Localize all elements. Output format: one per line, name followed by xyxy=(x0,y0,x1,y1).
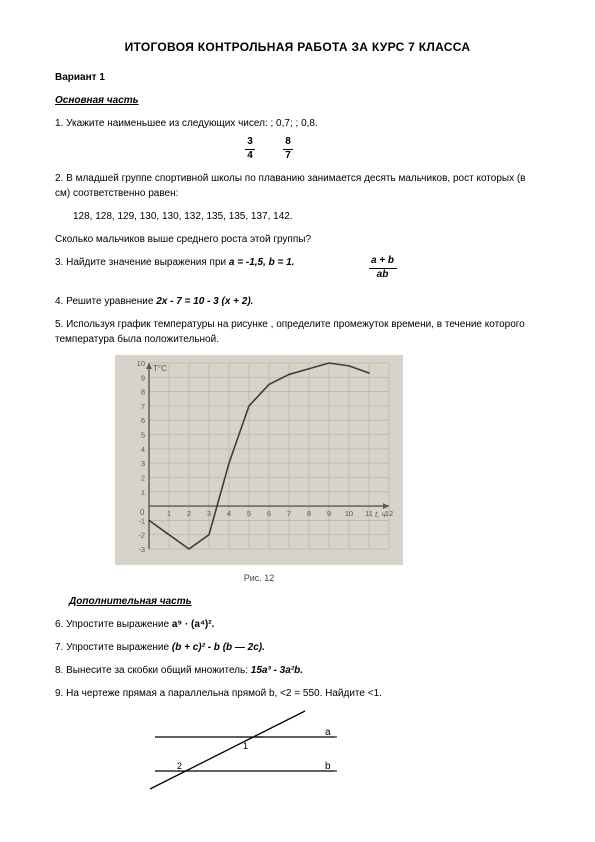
q8: 8. Вынесите за скобки общий множитель: 1… xyxy=(55,663,540,678)
temperature-chart: T°Ct, ч0-3-2-112345678910123456789101112… xyxy=(115,355,403,586)
svg-text:2: 2 xyxy=(187,509,191,518)
svg-text:b: b xyxy=(325,761,331,772)
q9: 9. На чертеже прямая a параллельна прямо… xyxy=(55,686,540,701)
q7: 7. Упростите выражение (b + c)² - b (b —… xyxy=(55,640,540,655)
q3-cond-a: a = -1,5, xyxy=(229,257,269,268)
frac-3-4: 3 4 xyxy=(245,137,255,161)
frac-den: ab xyxy=(377,270,389,281)
svg-text:5: 5 xyxy=(141,431,145,440)
svg-text:a: a xyxy=(325,727,331,738)
q2-data: 128, 128, 129, 130, 130, 132, 135, 135, … xyxy=(55,209,540,224)
section-main: Основная часть xyxy=(55,93,540,108)
svg-text:1: 1 xyxy=(243,741,248,751)
section-extra: Дополнительная часть xyxy=(69,594,540,609)
svg-text:6: 6 xyxy=(267,509,271,518)
q5: 5. Используя график температуры на рисун… xyxy=(55,317,540,347)
svg-text:6: 6 xyxy=(141,416,145,425)
svg-text:2: 2 xyxy=(141,473,145,482)
svg-text:10: 10 xyxy=(345,509,353,518)
q4-eq: 2x - 7 = 10 - 3 (x + 2). xyxy=(156,296,253,307)
svg-text:9: 9 xyxy=(141,373,145,382)
frac-num: 3 xyxy=(247,137,253,148)
frac-8-7: 8 7 xyxy=(283,137,293,161)
q6: 6. Упростите выражение a⁹ · (a⁴)². xyxy=(55,617,540,632)
q2-line2: Сколько мальчиков выше среднего роста эт… xyxy=(55,232,540,247)
svg-text:11: 11 xyxy=(365,509,373,518)
svg-text:12: 12 xyxy=(385,509,393,518)
svg-text:T°C: T°C xyxy=(153,364,167,373)
chart-caption: Рис. 12 xyxy=(115,572,403,586)
variant-label: Вариант 1 xyxy=(55,70,540,85)
svg-text:-3: -3 xyxy=(138,545,145,554)
svg-text:7: 7 xyxy=(287,509,291,518)
svg-text:-2: -2 xyxy=(138,531,145,540)
svg-text:5: 5 xyxy=(247,509,251,518)
svg-text:1: 1 xyxy=(167,509,171,518)
svg-text:1: 1 xyxy=(141,488,145,497)
q6-expr: a⁹ · (a⁴)². xyxy=(172,619,214,630)
q2-line1: 2. В младшей группе спортивной школы по … xyxy=(55,171,540,201)
frac-den: 4 xyxy=(247,151,253,162)
q1-fractions: 3 4 8 7 xyxy=(55,137,540,161)
svg-text:4: 4 xyxy=(227,509,231,518)
svg-text:8: 8 xyxy=(141,388,145,397)
q7-expr: (b + c)² - b (b — 2c). xyxy=(172,642,265,653)
frac-den: 7 xyxy=(285,151,291,162)
q4: 4. Решите уравнение 2x - 7 = 10 - 3 (x +… xyxy=(55,294,540,309)
svg-text:9: 9 xyxy=(327,509,331,518)
geom-svg: a b 1 2 xyxy=(115,709,365,794)
svg-text:10: 10 xyxy=(137,359,145,368)
svg-text:4: 4 xyxy=(141,445,145,454)
page-title: ИТОГОВОЯ КОНТРОЛЬНАЯ РАБОТА ЗА КУРС 7 КЛ… xyxy=(55,38,540,56)
q8-expr: 15a³ - 3a²b. xyxy=(251,665,303,676)
svg-text:2: 2 xyxy=(177,761,182,771)
q1-text: 1. Укажите наименьшее из следующих чисел… xyxy=(55,116,540,131)
frac-num: a + b xyxy=(371,256,394,267)
svg-text:3: 3 xyxy=(141,459,145,468)
page: ИТОГОВОЯ КОНТРОЛЬНАЯ РАБОТА ЗА КУРС 7 КЛ… xyxy=(0,0,595,842)
geometry-figure: a b 1 2 xyxy=(115,709,365,799)
svg-text:8: 8 xyxy=(307,509,311,518)
svg-text:3: 3 xyxy=(207,509,211,518)
svg-text:7: 7 xyxy=(141,402,145,411)
chart-svg: T°Ct, ч0-3-2-112345678910123456789101112 xyxy=(115,355,403,565)
q3-cond-b: b = 1. xyxy=(269,257,295,268)
q4-pre: 4. Решите уравнение xyxy=(55,296,156,307)
frac-num: 8 xyxy=(285,137,291,148)
svg-text:-1: -1 xyxy=(138,516,145,525)
q3-text: 3. Найдите значение выражения при a = -1… xyxy=(55,255,295,270)
